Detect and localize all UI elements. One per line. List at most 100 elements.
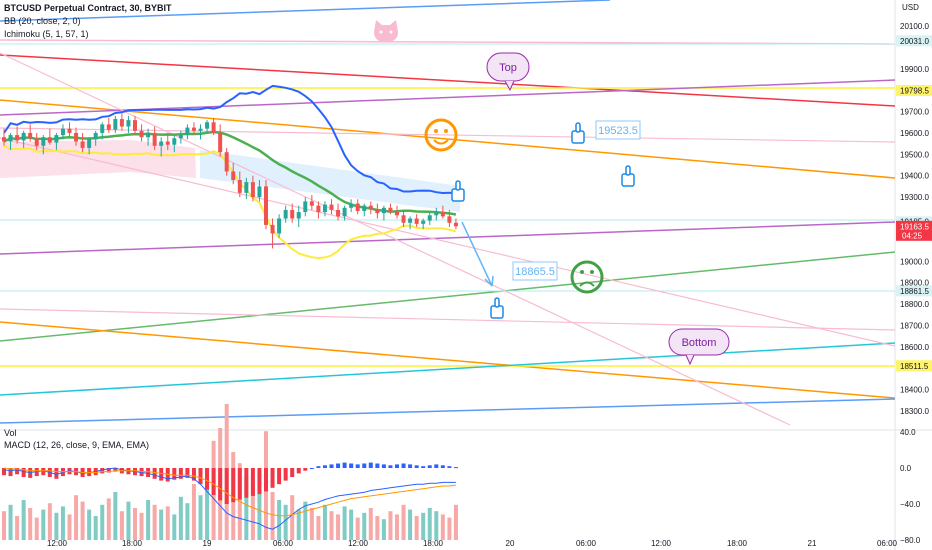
volume-bar	[165, 506, 170, 540]
smiley-mouth	[433, 139, 449, 145]
candle-body	[270, 224, 275, 234]
volume-bar	[427, 508, 432, 540]
frown-eye	[580, 270, 584, 274]
hand-finger	[625, 165, 631, 176]
macd-histogram-bar	[277, 468, 282, 485]
time-tick-label: 18:00	[727, 539, 748, 548]
frown-face	[570, 260, 604, 294]
candle-body	[113, 119, 118, 130]
candle-body	[8, 135, 13, 142]
macd-histogram-bar	[375, 463, 380, 468]
price-tick-label: 19600.0	[900, 129, 929, 138]
time-tick-label: 12:00	[651, 539, 672, 548]
volume-bar	[329, 511, 334, 540]
hand-palm	[571, 130, 585, 144]
volume-bar	[152, 504, 157, 540]
price-tag-label: 20031.0	[900, 37, 929, 46]
vol-legend[interactable]: Vol	[4, 428, 17, 438]
candle-body	[264, 186, 268, 225]
volume-bar	[139, 512, 144, 540]
macd-histogram-bar	[309, 468, 314, 469]
macd-histogram-bar	[100, 468, 105, 474]
hand-pointer-icon	[490, 297, 504, 319]
smiley-icon	[424, 118, 458, 152]
hand-pointer-icon	[451, 180, 465, 202]
volume-bar	[87, 509, 92, 540]
volume-bar	[342, 506, 347, 540]
trend-line	[0, 398, 896, 424]
candle-body	[349, 203, 354, 208]
macd-histogram-bar	[15, 468, 20, 475]
volume-bar	[244, 476, 249, 540]
candle-body	[100, 124, 105, 133]
bottom-bubble	[668, 328, 730, 356]
cat-logo-icon	[374, 20, 398, 42]
macd-histogram-bar	[440, 465, 445, 468]
price-tick-label: 19000.0	[900, 257, 929, 266]
macd-histogram-bar	[41, 468, 46, 476]
candle-body	[316, 205, 321, 213]
candle-body	[159, 141, 164, 146]
volume-bar	[2, 511, 6, 540]
trend-line	[0, 137, 896, 347]
price-tag-box	[896, 285, 932, 297]
time-tick-label: 20	[506, 539, 515, 548]
candles	[2, 113, 458, 249]
volume-bar	[126, 501, 131, 540]
price-tag-label: 18861.5	[900, 287, 929, 296]
volume-bar	[401, 504, 406, 540]
macd-histogram-bar	[447, 466, 452, 468]
hand-palm	[451, 188, 465, 202]
volume-bar	[270, 492, 275, 540]
volume-bar	[434, 511, 439, 540]
macd-histogram-bar	[421, 466, 426, 468]
macd-histogram-bar	[257, 468, 262, 495]
candle-body	[15, 135, 20, 141]
frown-mouth	[579, 281, 595, 287]
bb-legend[interactable]: BB (20, close, 2, 0)	[4, 16, 81, 26]
macd-histogram-bar	[264, 468, 268, 492]
candle-body	[74, 132, 79, 142]
price-tag-box	[896, 35, 932, 47]
symbol-title[interactable]: BTCUSD Perpetual Contract, 30, BYBIT	[4, 3, 172, 13]
cat-eye	[379, 30, 383, 34]
time-tick-label: 19	[203, 539, 212, 548]
ichimoku-legend[interactable]: Ichimoku (5, 1, 57, 1)	[4, 29, 89, 39]
volume-bar	[381, 519, 386, 540]
trend-line	[0, 54, 896, 107]
volume-bar	[41, 509, 46, 540]
volume-bar	[388, 511, 393, 540]
macd-histogram-bar	[237, 468, 242, 500]
candle-body	[139, 130, 144, 138]
macd-histogram-bar	[224, 468, 229, 504]
price-tick-label: 18600.0	[900, 343, 929, 352]
volume-bar	[93, 516, 98, 540]
volume-bar	[21, 500, 26, 540]
candle-body	[28, 132, 33, 139]
target-high-callout: 19523.5	[595, 120, 641, 140]
volume-bar	[159, 509, 164, 540]
candle-body	[408, 218, 413, 223]
trend-line	[0, 221, 896, 255]
macd-legend[interactable]: MACD (12, 26, close, 9, EMA, EMA)	[4, 440, 150, 450]
volume-bar	[34, 517, 39, 540]
volume-bar	[185, 503, 190, 540]
bollinger-bands	[3, 84, 457, 260]
price-tag-label: 19798.5	[900, 86, 929, 95]
signal-line	[3, 467, 456, 517]
candle-body	[198, 128, 203, 131]
macd-histogram-bar	[178, 468, 183, 479]
macd-histogram-bar	[414, 465, 419, 468]
top-bubble-tail	[504, 80, 515, 92]
price-tick-label: 19300.0	[900, 193, 929, 202]
volume-bar	[303, 501, 308, 540]
macd-histogram-bar	[159, 468, 164, 481]
macd-histogram-bar	[336, 463, 341, 468]
macd-histogram-bar	[8, 468, 13, 477]
price-tick-label: 20100.0	[900, 22, 929, 31]
price-tick-label: 18800.0	[900, 300, 929, 309]
candle-body	[106, 124, 111, 130]
macd-histogram-bar	[244, 468, 249, 498]
volume-bar	[355, 517, 360, 540]
